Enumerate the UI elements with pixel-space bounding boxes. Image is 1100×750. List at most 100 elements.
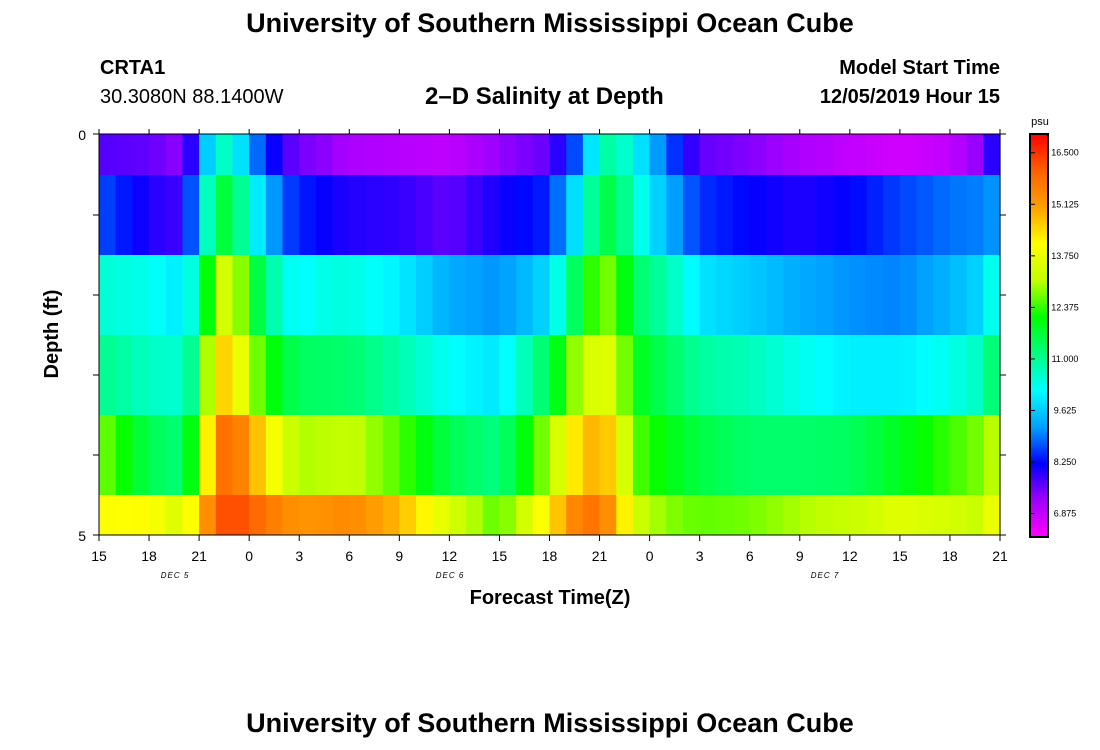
heatmap-cell [833, 175, 851, 255]
heatmap-cell [182, 335, 200, 415]
heatmap-cell [616, 495, 634, 535]
heatmap-cell [549, 175, 567, 255]
heatmap-cell [282, 134, 300, 175]
heatmap-cell [849, 134, 868, 175]
station-coordinates: 30.3080N 88.1400W [100, 86, 284, 108]
heatmap-cell [616, 335, 634, 415]
heatmap-cell [833, 495, 851, 535]
heatmap-cell [849, 495, 868, 535]
heatmap-cell [165, 255, 184, 335]
heatmap-cell [816, 495, 834, 535]
x-tick-label: 18 [542, 548, 558, 564]
heatmap-cell [566, 175, 584, 255]
heatmap-cell [699, 415, 717, 495]
heatmap-cell [349, 255, 367, 335]
heatmap-cell [99, 335, 117, 415]
heatmap-cell [332, 335, 350, 415]
heatmap-cell [132, 175, 150, 255]
heatmap-cell [466, 335, 484, 415]
heatmap-cells [99, 134, 1001, 535]
heatmap-cell [382, 415, 400, 495]
heatmap-cell [666, 134, 684, 175]
heatmap-cell [215, 175, 234, 255]
heatmap-cell [99, 255, 117, 335]
heatmap-cell [966, 134, 984, 175]
heatmap-cell [382, 495, 400, 535]
heatmap-cell [299, 134, 317, 175]
heatmap-cell [849, 255, 868, 335]
heatmap-cell [933, 255, 951, 335]
heatmap-cell [315, 415, 334, 495]
heatmap-cell [649, 175, 667, 255]
heatmap-cell [682, 255, 701, 335]
heatmap-cell [949, 134, 968, 175]
heatmap-cell [666, 255, 684, 335]
heatmap-cell [966, 495, 984, 535]
date-label: DEC 6 [436, 571, 465, 580]
heatmap-cell [416, 495, 434, 535]
heatmap-cell [532, 175, 551, 255]
heatmap-cell [482, 495, 501, 535]
heatmap-cell [783, 255, 801, 335]
heatmap-cell [132, 335, 150, 415]
heatmap-cell [899, 415, 918, 495]
heatmap-cell [899, 335, 918, 415]
station-id: CRTA1 [100, 57, 166, 79]
heatmap-cell [682, 175, 701, 255]
heatmap-cell [332, 415, 350, 495]
model-start-label: Model Start Time [839, 57, 1000, 79]
heatmap-cell [916, 335, 934, 415]
heatmap-cell [866, 495, 884, 535]
heatmap-cell [549, 415, 567, 495]
heatmap-cell [616, 134, 634, 175]
heatmap-cell [232, 134, 250, 175]
heatmap-cell [532, 134, 551, 175]
colorbar-tick-label: 15.125 [1051, 199, 1079, 209]
x-tick-label: 0 [646, 548, 654, 564]
date-label: DEC 5 [161, 571, 190, 580]
heatmap-cell [599, 255, 617, 335]
heatmap-cell [899, 134, 918, 175]
heatmap-cell [799, 335, 818, 415]
heatmap-cell [315, 255, 334, 335]
heatmap-cell [482, 134, 501, 175]
heatmap-cell [466, 255, 484, 335]
heatmap-cell [399, 335, 417, 415]
heatmap-cell [349, 134, 367, 175]
date-label: DEC 7 [811, 571, 840, 580]
heatmap-cell [199, 255, 217, 335]
x-tick-label: 12 [442, 548, 458, 564]
heatmap-cell [499, 495, 517, 535]
heatmap-cell [99, 495, 117, 535]
colorbar: 16.500 15.125 13.750 12.375 11.000 9.625 8.250… [1029, 116, 1079, 538]
colorbar-scale [1029, 133, 1049, 538]
heatmap-cell [849, 415, 868, 495]
heatmap-cell [849, 335, 868, 415]
heatmap-cell [99, 175, 117, 255]
x-tick-label: 6 [746, 548, 754, 564]
heatmap-cell [799, 134, 818, 175]
heatmap-cell [232, 255, 250, 335]
heatmap-cell [165, 335, 184, 415]
heatmap-cell [265, 255, 284, 335]
heatmap-cell [599, 415, 617, 495]
colorbar-tick-label: 13.750 [1051, 251, 1079, 261]
heatmap-cell [582, 415, 601, 495]
colorbar-tick-label: 8.250 [1054, 457, 1077, 467]
heatmap-cell [716, 335, 734, 415]
heatmap-cell [132, 415, 150, 495]
plot-title: 2–D Salinity at Depth [425, 83, 664, 110]
heatmap-cell [799, 415, 818, 495]
heatmap-cell [749, 495, 768, 535]
heatmap-cell [249, 495, 267, 535]
x-tick-label: 21 [992, 548, 1008, 564]
heatmap-cell [182, 415, 200, 495]
heatmap-cell [466, 175, 484, 255]
heatmap-cell [682, 335, 701, 415]
heatmap-cell [582, 175, 601, 255]
heatmap-cell [783, 415, 801, 495]
heatmap-cell [315, 175, 334, 255]
heatmap-cell [332, 175, 350, 255]
heatmap-cell [616, 255, 634, 335]
heatmap-cell [883, 134, 901, 175]
